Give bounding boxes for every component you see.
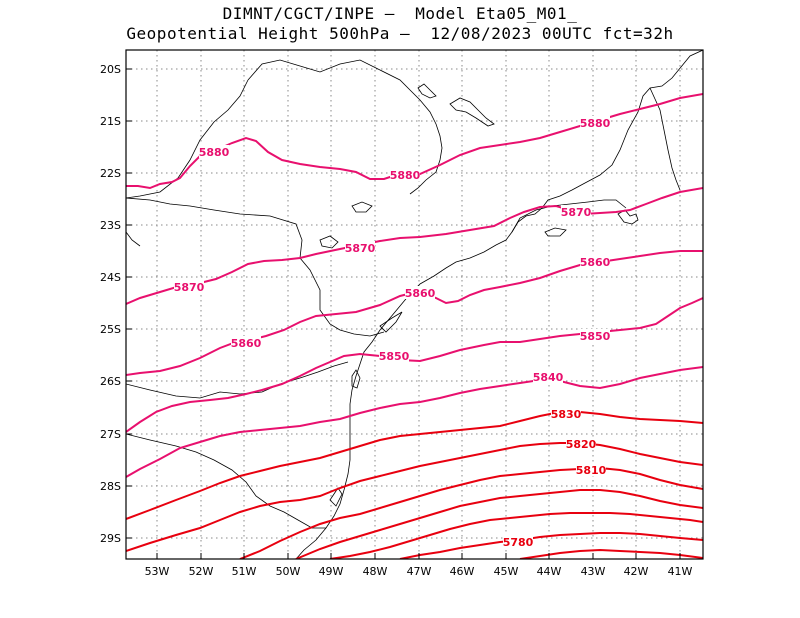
paranagua-bay [379,311,403,333]
border-mg-sp [247,59,443,195]
contour-label-5860: 5860 [405,287,436,300]
border-sp-pr [126,197,385,337]
contour-label-5780: 5780 [503,536,534,549]
lake-1 [449,97,495,127]
contour-label-bg [405,286,435,299]
x-tick-label: 45W [494,565,519,578]
brazil-coastline [295,50,703,559]
border-mg-es [649,87,681,191]
santa-catarina-island [351,369,361,389]
coastlines [126,50,703,559]
y-tick-label: 21S [100,115,121,128]
border-sp-west [126,79,249,199]
contour-line-5850 [126,297,703,433]
contour-line-5820 [126,442,703,552]
x-tick-label: 52W [189,565,214,578]
contour-line-5810 [239,466,703,559]
border-mg-rj [511,199,627,233]
contour-label-5880: 5880 [580,117,611,130]
contour-label-bg [174,280,204,293]
contour-label-bg [580,116,610,129]
contour-label-5840: 5840 [533,371,564,384]
guanabara-bay [617,209,639,225]
contours [126,93,703,559]
contour-line-5870 [126,187,703,305]
contour-label-bg [576,463,606,476]
x-tick-labels: 53W 52W 51W 50W 49W 48W 47W 46W 45W 44W … [145,565,693,578]
y-tick-label: 20S [100,63,121,76]
contour-label-5850: 5850 [580,330,611,343]
contour-line-5860 [126,250,703,376]
y-tick-label: 26S [100,375,121,388]
contour-label-5880: 5880 [199,146,230,159]
y-tick-label: 25S [100,323,121,336]
contour-label-bg [533,370,563,383]
coastal-lagoon [329,487,343,507]
contour-label-bg [379,349,409,362]
tick-marks [126,68,681,559]
contour-label-5830: 5830 [551,408,582,421]
contour-line-5770 [519,548,703,559]
contour-label-5870: 5870 [345,242,376,255]
x-tick-label: 41W [668,565,693,578]
contour-label-bg [231,336,261,349]
x-tick-label: 50W [276,565,301,578]
contour-label-5850: 5850 [379,350,410,363]
contour-label-bg [580,329,610,342]
contour-label-bg [551,407,581,420]
x-tick-label: 48W [363,565,388,578]
contour-label-bg [503,535,533,548]
x-tick-label: 46W [450,565,475,578]
y-tick-label: 29S [100,532,121,545]
y-tick-label: 23S [100,219,121,232]
x-tick-label: 44W [537,565,562,578]
grid [126,50,703,559]
plot-frame [125,49,704,560]
ilha-grande [544,227,567,237]
y-tick-label: 27S [100,428,121,441]
contour-label-5820: 5820 [566,438,597,451]
lake-2 [417,83,437,99]
contour-label-5870: 5870 [174,281,205,294]
y-tick-label: 28S [100,480,121,493]
x-tick-label: 49W [319,565,344,578]
contour-label-bg [345,241,375,254]
x-tick-label: 53W [145,565,170,578]
x-tick-label: 51W [232,565,257,578]
contour-label-5870: 5870 [561,206,592,219]
contour-label-bg [580,255,610,268]
y-tick-labels: 20S 21S 22S 23S 24S 25S 26S 27S 28S 29S [100,63,121,545]
border-pr-sc [126,361,349,399]
contour-line-5790 [329,512,703,559]
contour-label-bg [561,205,591,218]
title-line-1: DIMNT/CGCT/INPE – Model Eta05_M01_ [222,4,578,23]
contour-label-bg [390,168,420,181]
contour-label-5860: 5860 [231,337,262,350]
y-tick-label: 22S [100,167,121,180]
lake-3 [351,201,373,213]
title-line-2: Geopotential Height 500hPa – 12/08/2023 … [126,24,674,43]
x-tick-label: 42W [624,565,649,578]
contour-label-5810: 5810 [576,464,607,477]
lake-4 [319,235,339,249]
x-tick-label: 43W [581,565,606,578]
contour-line-5780 [399,532,703,559]
border-argentina [126,231,141,247]
contour-line-5840 [126,366,703,478]
contour-line-5830 [126,411,703,520]
x-tick-label: 47W [407,565,432,578]
contour-labels: 5880 5880 5880 5870 5870 5870 5860 5860 5860 5850… [174,116,611,549]
y-tick-label: 24S [100,271,121,284]
border-sc-rs [126,433,326,529]
contour-label-5860: 5860 [580,256,611,269]
contour-label-bg [566,437,596,450]
contour-label-5880: 5880 [390,169,421,182]
contour-line-5800 [295,489,703,559]
contour-label-bg [199,145,229,158]
